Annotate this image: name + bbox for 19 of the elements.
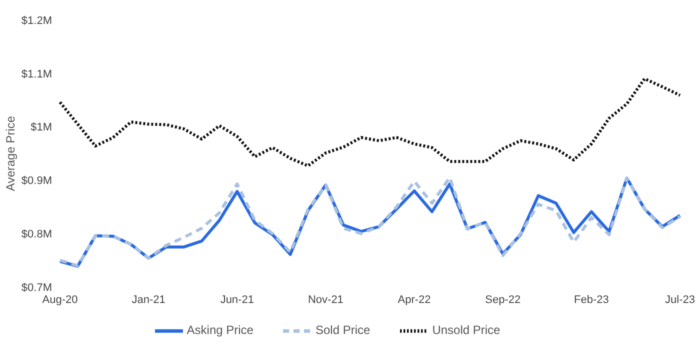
y-axis-title: Average Price xyxy=(3,116,18,192)
x-tick-label: Jul-23 xyxy=(665,294,695,306)
x-tick-label: Nov-21 xyxy=(308,294,344,306)
x-tick-label: Apr-22 xyxy=(398,294,431,306)
x-tick-label: Aug-20 xyxy=(42,294,78,306)
y-tick-label: $1M xyxy=(30,122,52,134)
y-tick-label: $1.2M xyxy=(21,14,52,27)
y-tick-label: $0.9M xyxy=(21,175,52,188)
line-series xyxy=(58,77,682,168)
legend-label: Asking Price xyxy=(186,323,254,338)
y-tick-label: $0.8M xyxy=(21,228,52,241)
x-tick-label: Feb-23 xyxy=(574,294,609,306)
legend-label: Sold Price xyxy=(315,323,370,338)
x-tick-label: Jan-21 xyxy=(132,294,166,306)
x-tick-label: Sep-22 xyxy=(485,294,521,306)
y-tick-label: $0.7M xyxy=(21,282,52,294)
legend-label: Unsold Price xyxy=(432,323,500,338)
y-tick-label: $1.1M xyxy=(21,68,52,80)
x-tick-label: Jun-21 xyxy=(220,294,254,306)
